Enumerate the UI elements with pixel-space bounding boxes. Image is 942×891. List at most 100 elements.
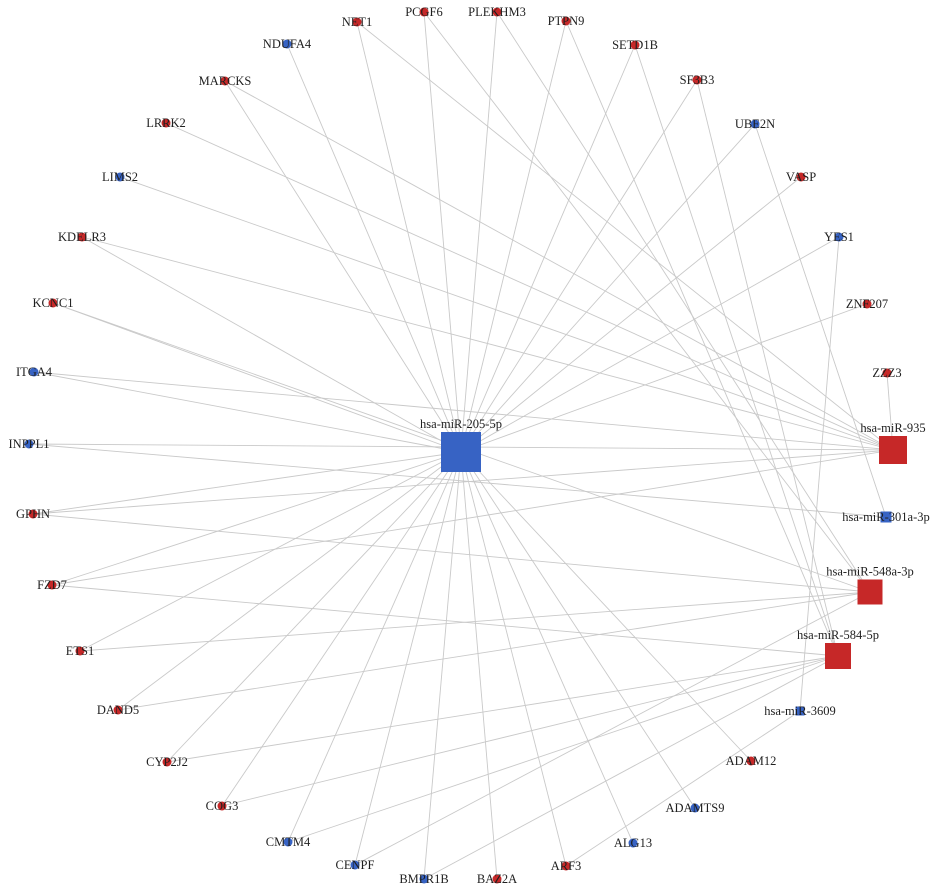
edge-GPHN--hsa-miR-935 bbox=[32, 449, 894, 515]
node-hsa-miR-301a-3p[interactable] bbox=[880, 511, 892, 523]
node-ITGA4[interactable] bbox=[29, 367, 39, 377]
node-hsa-miR-584-5p[interactable] bbox=[825, 643, 851, 669]
edge-ETS1--hsa-miR-205-5p bbox=[79, 451, 462, 652]
node-FZD7[interactable] bbox=[47, 580, 57, 590]
node-CYP2J2[interactable] bbox=[162, 757, 172, 767]
edge-UBE2N--hsa-miR-301a-3p bbox=[754, 123, 887, 518]
edge-KDELR3--hsa-miR-205-5p bbox=[81, 236, 462, 453]
node-label-CENPF: CENPF bbox=[336, 858, 375, 872]
node-label-SETD1B: SETD1B bbox=[612, 38, 658, 52]
node-label-PCGF6: PCGF6 bbox=[405, 5, 443, 19]
edge-LIMS2--hsa-miR-935 bbox=[119, 176, 894, 451]
edge-NDUFA4--hsa-miR-205-5p bbox=[286, 43, 462, 453]
node-PLEKHM3[interactable] bbox=[492, 7, 502, 17]
edge-CYP2J2--hsa-miR-205-5p bbox=[166, 451, 462, 763]
node-label-LRRK2: LRRK2 bbox=[146, 116, 186, 130]
edge-PTPN9--hsa-miR-205-5p bbox=[460, 20, 567, 453]
node-BMPR1B[interactable] bbox=[419, 874, 429, 884]
node-ADAM12[interactable] bbox=[746, 756, 756, 766]
node-YES1[interactable] bbox=[834, 232, 844, 242]
node-hsa-miR-3609[interactable] bbox=[795, 706, 805, 716]
node-label-PTPN9: PTPN9 bbox=[548, 14, 585, 28]
node-label-CYP2J2: CYP2J2 bbox=[146, 755, 188, 769]
node-SF3B3[interactable] bbox=[692, 75, 702, 85]
edge-UBE2N--hsa-miR-205-5p bbox=[460, 123, 756, 453]
node-label-INPPL1: INPPL1 bbox=[9, 437, 50, 451]
node-PCGF6[interactable] bbox=[419, 7, 429, 17]
node-label-ADAM12: ADAM12 bbox=[726, 754, 777, 768]
node-hsa-miR-205-5p[interactable] bbox=[441, 432, 481, 472]
edge-SETD1B--hsa-miR-584-5p bbox=[634, 44, 839, 657]
edge-FZD7--hsa-miR-205-5p bbox=[51, 451, 462, 586]
node-MARCKS[interactable] bbox=[220, 76, 230, 86]
node-label-hsa-miR-935: hsa-miR-935 bbox=[860, 421, 925, 435]
edge-ARF3--hsa-miR-205-5p bbox=[460, 451, 567, 867]
node-ALG13[interactable] bbox=[628, 838, 638, 848]
node-SETD1B[interactable] bbox=[630, 40, 640, 50]
node-NDUFA4[interactable] bbox=[282, 39, 292, 49]
node-VASP[interactable] bbox=[796, 172, 806, 182]
node-label-PLEKHM3: PLEKHM3 bbox=[468, 5, 526, 19]
node-label-DAND5: DAND5 bbox=[97, 703, 139, 717]
node-CMTM4[interactable] bbox=[283, 837, 293, 847]
node-KDELR3[interactable] bbox=[77, 232, 87, 242]
node-ZZZ3[interactable] bbox=[882, 368, 892, 378]
edge-CMTM4--hsa-miR-584-5p bbox=[287, 655, 839, 843]
edge-ITGA4--hsa-miR-205-5p bbox=[33, 371, 462, 453]
edge-KCNC1--hsa-miR-205-5p bbox=[52, 302, 462, 453]
node-UBE2N[interactable] bbox=[750, 119, 760, 129]
node-label-NDUFA4: NDUFA4 bbox=[263, 37, 312, 51]
edge-DAND5--hsa-miR-548a-3p bbox=[117, 591, 871, 711]
node-label-hsa-miR-584-5p: hsa-miR-584-5p bbox=[797, 628, 879, 642]
node-label-hsa-miR-548a-3p: hsa-miR-548a-3p bbox=[826, 565, 913, 579]
label-layer: NET1 PCGF6 PLEKHM3 PTPN9 SETD1B SF3B3 UBE2N VAS… bbox=[9, 5, 930, 886]
node-label-FZD7: FZD7 bbox=[37, 578, 67, 592]
edge-CMTM4--hsa-miR-205-5p bbox=[287, 451, 462, 843]
edge-CENPF--hsa-miR-205-5p bbox=[354, 451, 462, 866]
edge-COG3--hsa-miR-205-5p bbox=[221, 451, 462, 807]
edge-PLEKHM3--hsa-miR-548a-3p bbox=[496, 11, 871, 593]
node-KCNC1[interactable] bbox=[48, 298, 58, 308]
node-label-hsa-miR-3609: hsa-miR-3609 bbox=[764, 704, 836, 718]
node-ZNF207[interactable] bbox=[862, 299, 872, 309]
node-label-CMTM4: CMTM4 bbox=[266, 835, 311, 849]
node-label-ITGA4: ITGA4 bbox=[16, 365, 53, 379]
node-label-BMPR1B: BMPR1B bbox=[399, 872, 448, 886]
edge-layer bbox=[28, 11, 894, 880]
edge-SETD1B--hsa-miR-205-5p bbox=[460, 44, 636, 453]
node-ETS1[interactable] bbox=[75, 646, 85, 656]
edge-MARCKS--hsa-miR-205-5p bbox=[224, 80, 462, 453]
node-INPPL1[interactable] bbox=[24, 439, 34, 449]
edge-CYP2J2--hsa-miR-584-5p bbox=[166, 655, 839, 763]
node-hsa-miR-548a-3p[interactable] bbox=[857, 579, 883, 605]
node-ARF3[interactable] bbox=[561, 861, 571, 871]
node-hsa-miR-935[interactable] bbox=[879, 436, 907, 464]
edge-FZD7--hsa-miR-935 bbox=[51, 449, 894, 586]
edge-ARF3--hsa-miR-3609 bbox=[565, 710, 801, 867]
node-CENPF[interactable] bbox=[350, 860, 360, 870]
edge-BMPR1B--hsa-miR-205-5p bbox=[423, 451, 462, 880]
node-BAZ2A[interactable] bbox=[492, 874, 502, 884]
edge-ADAM12--hsa-miR-205-5p bbox=[460, 451, 752, 762]
node-label-BAZ2A: BAZ2A bbox=[477, 872, 517, 886]
node-GPHN[interactable] bbox=[28, 509, 38, 519]
node-LIMS2[interactable] bbox=[115, 172, 125, 182]
node-PTPN9[interactable] bbox=[561, 16, 571, 26]
node-COG3[interactable] bbox=[217, 801, 227, 811]
node-DAND5[interactable] bbox=[113, 705, 123, 715]
node-LRRK2[interactable] bbox=[161, 118, 171, 128]
node-NET1[interactable] bbox=[352, 17, 362, 27]
edge-GPHN--hsa-miR-205-5p bbox=[32, 451, 462, 515]
edge-COG3--hsa-miR-584-5p bbox=[221, 655, 839, 807]
edge-SF3B3--hsa-miR-205-5p bbox=[460, 79, 698, 453]
edge-ZNF207--hsa-miR-205-5p bbox=[460, 303, 868, 453]
edge-ADAMTS9--hsa-miR-205-5p bbox=[460, 451, 696, 809]
edge-NET1--hsa-miR-205-5p bbox=[356, 21, 462, 453]
node-ADAMTS9[interactable] bbox=[690, 803, 700, 813]
node-label-hsa-miR-205-5p: hsa-miR-205-5p bbox=[420, 417, 502, 431]
node-label-MARCKS: MARCKS bbox=[199, 74, 252, 88]
edge-VASP--hsa-miR-205-5p bbox=[460, 176, 802, 453]
edge-YES1--hsa-miR-205-5p bbox=[460, 236, 840, 453]
